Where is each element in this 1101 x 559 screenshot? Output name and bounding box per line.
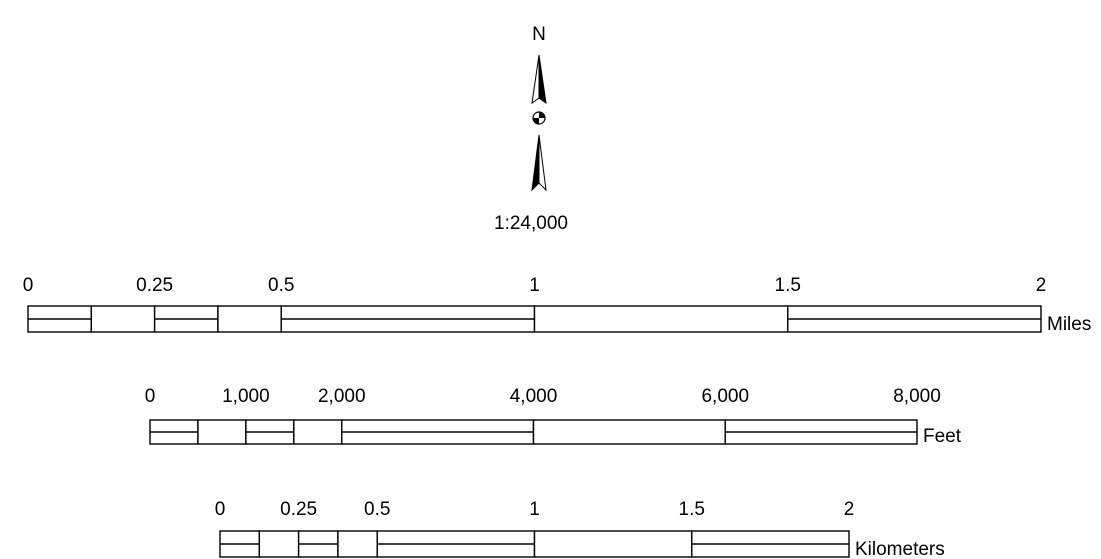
scale-tick-label: 0 bbox=[23, 275, 34, 296]
scale-tick-label: 8,000 bbox=[893, 386, 941, 407]
scale-bar-segment bbox=[293, 419, 343, 445]
scale-tick-label: 0.25 bbox=[136, 275, 173, 296]
scale-text: 1:24,000 bbox=[494, 213, 568, 234]
scale-bar-segment bbox=[197, 419, 247, 445]
scale-unit-label: Feet bbox=[923, 426, 962, 447]
scale-tick-label: 0.5 bbox=[268, 275, 294, 296]
scale-bar-feet: 0 1,000 2,000 4,000 6,000 8,000 Feet bbox=[145, 386, 962, 447]
scale-bar-segment bbox=[258, 530, 300, 558]
scale-tick-label: 2 bbox=[1036, 275, 1047, 296]
scale-tick-label: 1,000 bbox=[222, 386, 270, 407]
scale-bar-segment bbox=[337, 530, 378, 558]
scale-unit-label: Kilometers bbox=[855, 539, 945, 559]
scale-tick-label: 1.5 bbox=[775, 275, 801, 296]
scale-bar-segment bbox=[533, 530, 693, 558]
scale-tick-label: 0.25 bbox=[280, 499, 317, 520]
scale-tick-label: 2 bbox=[844, 499, 855, 520]
scale-tick-label: 6,000 bbox=[701, 386, 749, 407]
scale-bar-segment bbox=[90, 305, 156, 333]
scale-tick-label: 1 bbox=[529, 499, 540, 520]
north-arrow: N bbox=[531, 24, 547, 192]
scale-tick-label: 0.5 bbox=[364, 499, 390, 520]
scale-unit-label: Miles bbox=[1047, 314, 1091, 335]
scale-tick-label: 1 bbox=[529, 275, 540, 296]
scale-bar-segment bbox=[217, 305, 282, 333]
scale-tick-label: 2,000 bbox=[318, 386, 366, 407]
scale-bar-segment bbox=[532, 419, 726, 445]
scale-bar-segment bbox=[533, 305, 789, 333]
north-label: N bbox=[532, 24, 546, 45]
north-arrow-icon bbox=[531, 54, 547, 192]
scale-tick-label: 0 bbox=[215, 499, 226, 520]
scale-tick-label: 0 bbox=[145, 386, 156, 407]
scale-tick-label: 1.5 bbox=[679, 499, 705, 520]
scale-tick-label: 4,000 bbox=[510, 386, 558, 407]
